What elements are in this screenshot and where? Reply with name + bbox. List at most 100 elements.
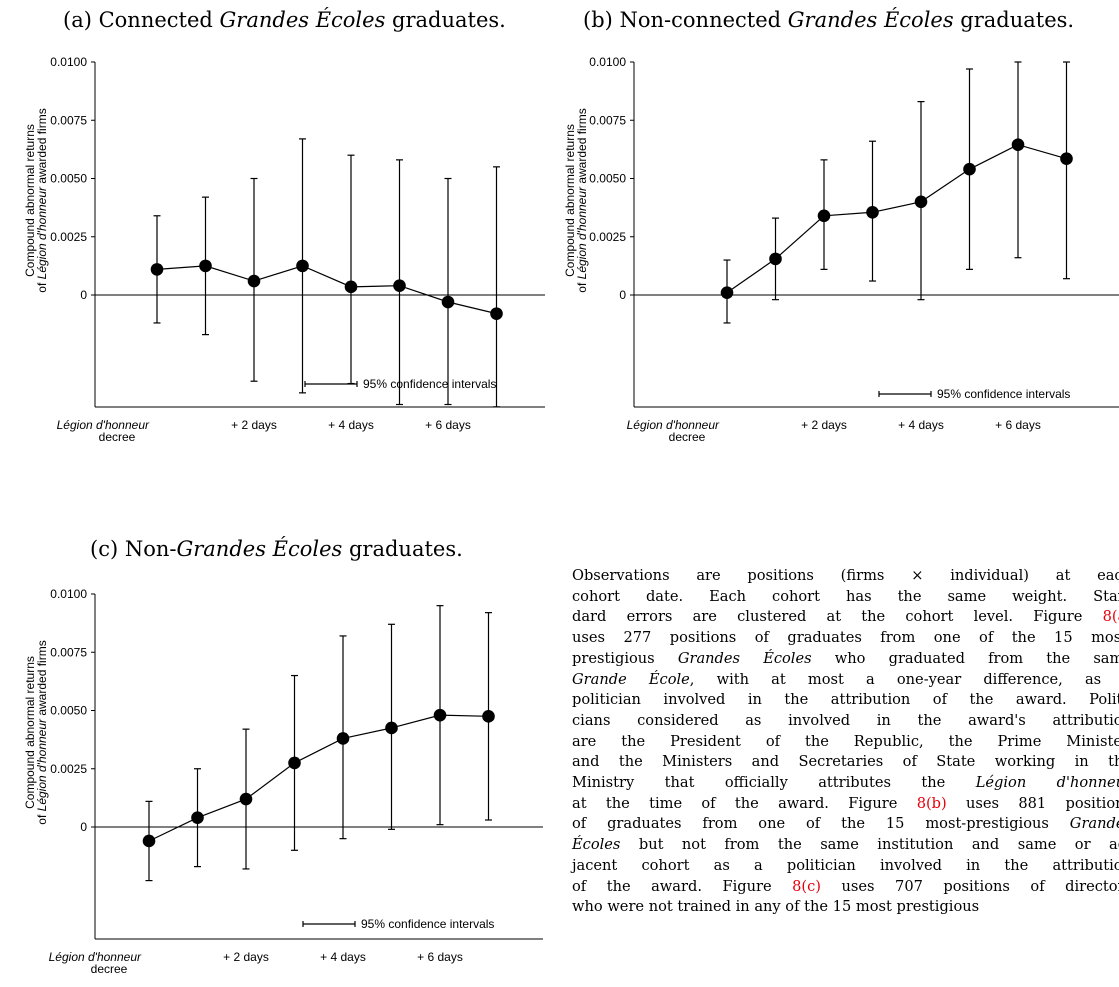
caption-b-suffix: graduates.	[953, 8, 1075, 32]
y-tick-label: 0.0050	[50, 704, 87, 718]
paragraph-line: uses 277 positions of graduates from one…	[572, 628, 1119, 649]
chart-a-svg: Compound abnormal returns of Légion d'hon…	[23, 55, 545, 444]
paragraph-line: Observations are positions (firms × indi…	[572, 566, 1119, 587]
figure-reference-link[interactable]: 8(a)	[1102, 608, 1119, 626]
x-tick-label: Légion d'honneur	[57, 418, 150, 432]
figure-reference-link[interactable]: 8(c)	[792, 877, 821, 895]
data-point	[199, 259, 212, 273]
y-axis-label-line1: Compound abnormal returns	[563, 124, 577, 277]
paragraph-text: jacent cohort as a politician involved i…	[572, 856, 1119, 874]
paragraph-line: jacent cohort as a politician involved i…	[572, 856, 1119, 877]
x-tick-sublabel: decree	[91, 962, 128, 976]
caption-a-suffix: graduates.	[385, 8, 506, 32]
y-axis-label-italic: Légion d'honneur	[35, 718, 49, 811]
y-tick-label: 0	[80, 820, 87, 834]
data-point	[482, 710, 495, 723]
y-tick-label: 0.0025	[50, 230, 87, 244]
paragraph-text: dard errors are clustered at the cohort …	[572, 608, 1103, 626]
paragraph-text: uses 881 positions	[946, 794, 1119, 812]
paragraph-text: Ministry that officially attributes the	[572, 774, 976, 792]
y-axis-label-italic: Légion d'honneur	[35, 186, 49, 279]
caption-b-italic: Grandes Écoles	[787, 8, 954, 32]
paragraph-text: of graduates from one of the 15 most-pre…	[572, 815, 1070, 833]
paragraph-text: Légion d'honneur	[975, 774, 1119, 792]
paragraph-text: who were not trained in any of the 15 mo…	[572, 898, 980, 916]
y-tick-label: 0.0100	[589, 55, 626, 69]
paragraph-line: prestigious Grandes Écoles who graduated…	[572, 649, 1119, 670]
data-point	[191, 811, 204, 824]
paragraph-line: at the time of the award. Figure 8(b) us…	[572, 794, 1119, 815]
paragraph-text: uses 707 positions of directors	[821, 877, 1119, 895]
paragraph-text: Écoles	[572, 836, 621, 854]
data-point	[288, 756, 301, 770]
data-point	[150, 263, 164, 276]
caption-b: (b) Non-connected Grandes Écoles graduat…	[583, 8, 1074, 32]
data-point	[247, 274, 261, 288]
paragraph-line: are the President of the Republic, the P…	[572, 732, 1119, 753]
y-tick-label: 0.0025	[589, 230, 626, 244]
paragraph-text: who graduated from the same	[811, 649, 1119, 667]
paragraph-line: Écoles but not from the same institution…	[572, 835, 1119, 856]
x-tick-label: + 2 days	[801, 418, 847, 432]
paragraph-text: are the President of the Republic, the P…	[572, 732, 1119, 750]
figure-reference-link[interactable]: 8(b)	[916, 794, 947, 812]
data-point	[866, 205, 879, 219]
paragraph-text: cians considered as involved in the awar…	[572, 711, 1119, 729]
y-tick-label: 0.0075	[589, 113, 626, 127]
data-point	[817, 209, 831, 223]
data-point	[914, 195, 928, 209]
y-axis-label-suffix: awarded firms	[35, 640, 49, 719]
paragraph-text: Observations are positions (firms × indi…	[572, 567, 1119, 584]
caption-c: (c) Non-Grandes Écoles graduates.	[90, 537, 463, 561]
data-point	[441, 295, 455, 309]
paragraph-text: Grande École	[572, 670, 690, 688]
x-tick-label: Légion d'honneur	[49, 950, 142, 964]
data-point	[720, 286, 734, 299]
series-line	[156, 265, 497, 315]
data-point	[385, 721, 398, 735]
paragraph-text: Grandes	[1069, 815, 1119, 833]
y-tick-label: 0.0025	[50, 762, 87, 776]
data-point	[769, 252, 782, 266]
data-point	[142, 834, 156, 848]
data-point	[296, 259, 309, 273]
data-point	[336, 732, 350, 745]
chart-a: Compound abnormal returns of Légion d'hon…	[0, 40, 560, 465]
paragraph-line: of the award. Figure 8(c) uses 707 posit…	[572, 877, 1119, 898]
y-axis-label-line1: Compound abnormal returns	[23, 124, 37, 277]
y-tick-label: 0.0050	[589, 172, 626, 186]
y-tick-label: 0.0050	[50, 172, 87, 186]
body-paragraph: Observations are positions (firms × indi…	[572, 566, 1119, 918]
legend-label: 95% confidence intervals	[361, 917, 494, 931]
y-axis-label-prefix: of	[35, 279, 49, 292]
y-tick-label: 0.0100	[50, 587, 87, 601]
x-tick-label: + 4 days	[898, 418, 944, 432]
x-tick-sublabel: decree	[669, 430, 706, 444]
paragraph-text: uses 277 positions of graduates from one…	[572, 629, 1119, 647]
data-point	[1060, 152, 1073, 165]
paragraph-line: Ministry that officially attributes the …	[572, 773, 1119, 794]
x-tick-label: + 4 days	[328, 418, 374, 432]
paragraph-text: but not from the same institution and sa…	[620, 836, 1119, 854]
x-tick-sublabel: decree	[99, 430, 136, 444]
data-point	[1011, 138, 1025, 152]
chart-b: Compound abnormal returns of Légion d'hon…	[540, 40, 1119, 465]
y-tick-label: 0.0075	[50, 645, 87, 659]
x-tick-label: + 6 days	[425, 418, 471, 432]
data-point	[393, 279, 406, 292]
y-axis-label-prefix: of	[35, 811, 49, 824]
y-axis-label-line2: of Légion d'honneur awarded firms	[35, 640, 49, 824]
caption-c-italic: Grandes Écoles	[176, 537, 343, 561]
paragraph-line: cohort date. Each cohort has the same we…	[572, 587, 1119, 608]
x-tick-label: + 6 days	[417, 950, 463, 964]
data-point	[490, 307, 503, 320]
paragraph-line: and the Ministers and Secretaries of Sta…	[572, 752, 1119, 773]
series-line	[148, 714, 489, 842]
legend-label: 95% confidence intervals	[363, 377, 496, 391]
paragraph-text: cohort date. Each cohort has the same we…	[572, 587, 1119, 605]
y-tick-label: 0.0075	[50, 113, 87, 127]
x-tick-label: + 4 days	[320, 950, 366, 964]
legend-label: 95% confidence intervals	[937, 387, 1070, 401]
